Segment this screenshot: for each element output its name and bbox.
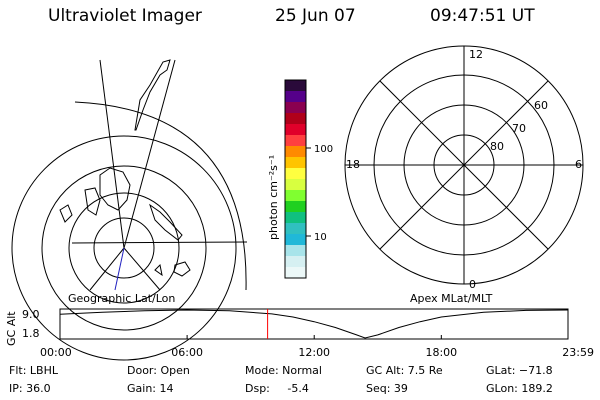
lat-circle	[68, 192, 180, 304]
altitude-series-line	[59, 309, 569, 339]
date-label: 25 Jun 07	[275, 6, 356, 26]
gain-status: Gain: 14	[127, 382, 174, 395]
mlt-label-6: 6	[575, 158, 582, 171]
instrument-title: Ultraviolet Imager	[48, 6, 202, 26]
colorbar-cell	[285, 80, 306, 92]
mlt-label-0: 0	[469, 278, 476, 291]
lat-circle-outer	[74, 101, 247, 291]
colorbar-cell	[285, 179, 306, 191]
colorbar-cell	[285, 124, 306, 136]
coastline	[173, 261, 191, 277]
coastline	[149, 203, 183, 241]
mode-status: Mode: Normal	[245, 364, 322, 377]
coastline	[84, 187, 101, 216]
ytick-label: 1.8	[22, 327, 40, 340]
lon-line	[123, 247, 161, 291]
colorbar-cell	[285, 234, 306, 246]
xtick-label: 00:00	[40, 346, 72, 359]
mlt-label-12: 12	[469, 48, 483, 61]
xtick-label: 06:00	[171, 346, 203, 359]
geographic-caption: Geographic Lat/Lon	[68, 292, 175, 305]
ylabel: GC Alt	[5, 311, 18, 346]
mlat-label-70: 70	[512, 122, 526, 135]
colorbar-cell	[285, 146, 306, 158]
meridian-marker	[114, 247, 125, 291]
mlt-line	[379, 80, 549, 250]
colorbar-cell	[285, 102, 306, 114]
time-label: 09:47:51 UT	[430, 6, 535, 26]
colorbar-cell	[285, 212, 306, 224]
mlat-label-80: 80	[490, 140, 504, 153]
coastline	[134, 59, 171, 131]
glon-status: GLon: 189.2	[486, 382, 553, 395]
xtick-label: 12:00	[298, 346, 330, 359]
mlt-label-18: 18	[346, 158, 360, 171]
colorbar-cell	[285, 190, 306, 202]
coastline	[154, 263, 163, 277]
plot-frame	[59, 308, 569, 340]
mlat-label-60: 60	[534, 99, 548, 112]
dsp-status: Dsp: -5.4	[245, 382, 309, 395]
lon-line	[89, 247, 125, 291]
lat-circle	[93, 217, 155, 279]
lon-line	[71, 241, 248, 244]
xtick-label: 23:59	[562, 346, 594, 359]
xtick-label: 18:00	[425, 346, 457, 359]
colorbar-cell	[285, 168, 306, 180]
coastline	[99, 167, 131, 211]
door-status: Door: Open	[127, 364, 190, 377]
filter-status: Flt: LBHL	[9, 364, 58, 377]
gcalt-status: GC Alt: 7.5 Re	[366, 364, 443, 377]
ytick-label: 9.0	[22, 308, 40, 321]
apex-caption: Apex MLat/MLT	[410, 292, 493, 305]
colorbar-cell	[285, 256, 306, 268]
lon-line	[123, 59, 176, 249]
colorbar-cell	[285, 267, 306, 279]
colorbar-cell	[285, 201, 306, 213]
colorbar-tick-label: 10	[314, 232, 327, 243]
colorbar-frame	[284, 79, 307, 279]
lat-circle	[41, 165, 207, 331]
colorbar-cell	[285, 113, 306, 125]
colorbar-cell	[285, 223, 306, 235]
coastline	[59, 204, 73, 223]
seq-status: Seq: 39	[366, 382, 408, 395]
colorbar-cell	[285, 91, 306, 103]
colorbar-cell	[285, 157, 306, 169]
ip-status: IP: 36.0	[9, 382, 51, 395]
colorbar-cell	[285, 245, 306, 257]
lat-circle	[11, 135, 237, 361]
colorbar-cell	[285, 135, 306, 147]
glat-status: GLat: −71.8	[486, 364, 553, 377]
lon-line	[99, 59, 125, 249]
colorbar-tick-label: 100	[314, 144, 333, 155]
colorbar-label: photon cm⁻²s⁻¹	[267, 155, 280, 240]
